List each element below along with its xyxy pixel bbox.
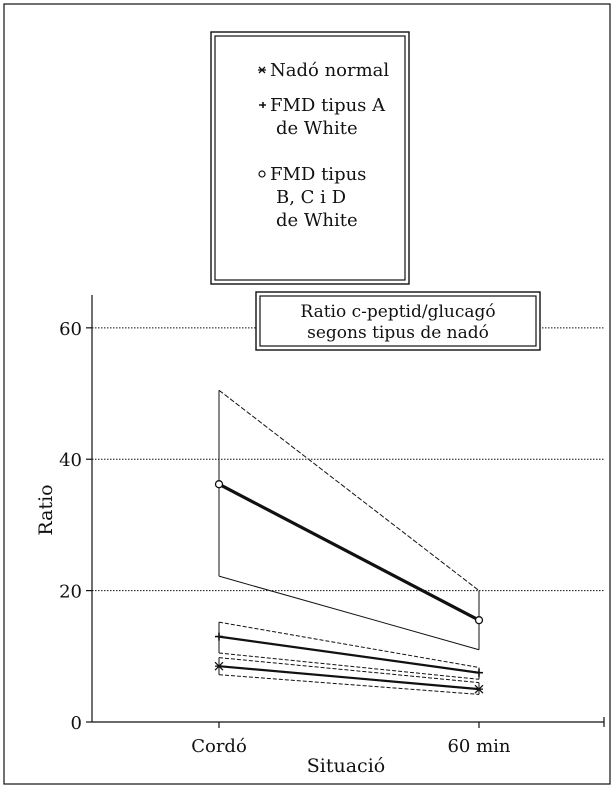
series-1-upper-line [218, 621, 480, 668]
legend-label-0-0: Nadó normal [270, 60, 389, 81]
series-0 [214, 657, 484, 695]
legend-marker-2 [258, 170, 266, 178]
series-layer [214, 389, 484, 695]
legend-label-1-0: FMD tipus A [270, 95, 386, 116]
series-2-point-0 [214, 480, 224, 489]
series-1-line [218, 635, 480, 674]
series-0-lower-line [218, 674, 480, 695]
series-2 [214, 389, 484, 651]
chart-title-line-2: segons tipus de nadó [307, 323, 489, 343]
y-tick-label-40: 40 [59, 450, 82, 471]
series-1-point-0 [215, 632, 223, 641]
legend-label-2-0: FMD tipus [270, 164, 366, 185]
x-tick-label-1: 60 min [447, 736, 510, 757]
legend-item-0: Nadó normal [258, 60, 389, 81]
legend-marker-0 [258, 66, 266, 74]
y-tick-label-60: 60 [59, 319, 82, 340]
series-0-line [218, 665, 480, 691]
x-ticks: Cordó 60 min [191, 717, 605, 757]
legend-item-1: FMD tipus Ade White [259, 95, 386, 139]
series-1-lower-line [218, 652, 480, 680]
chart-title-line-1: Ratio c-peptid/glucagó [300, 302, 495, 322]
figure-border [3, 3, 611, 785]
y-tick-label-0: 0 [71, 713, 82, 734]
legend-label-1-1: de White [276, 118, 358, 139]
chart-title-box: Ratio c-peptid/glucagó segons tipus de n… [255, 291, 541, 351]
series-1 [215, 621, 483, 680]
legend-label-2-2: de White [276, 210, 358, 231]
legend-label-2-1: B, C i D [276, 187, 346, 208]
series-2-line [218, 482, 480, 622]
y-axis-label: Ratio [35, 484, 57, 535]
legend-marker-1 [259, 102, 266, 108]
y-tick-label-20: 20 [59, 582, 82, 603]
series-2-lower-line [218, 575, 480, 651]
series-0-upper-line [218, 657, 480, 684]
y-ticks: 0 20 40 60 [59, 319, 92, 734]
series-2-point-1 [474, 616, 484, 625]
series-2-upper-line [218, 389, 480, 592]
x-axis-label: Situació [307, 755, 385, 777]
series-1-point-1 [475, 668, 483, 677]
plot-area: 0 20 40 60 Cordó 60 min [59, 295, 605, 757]
series-0-point-1 [474, 684, 484, 694]
series-0-point-0 [214, 661, 224, 671]
x-tick-label-0: Cordó [191, 736, 247, 757]
